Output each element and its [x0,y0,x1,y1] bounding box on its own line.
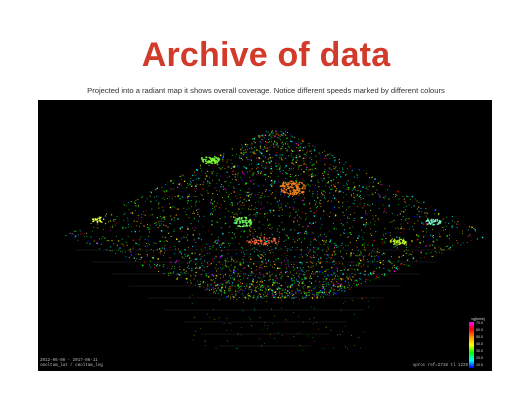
legend-ticks: 70.0 60.0 50.0 40.0 30.0 20.0 10.0 [476,321,489,369]
date-range-label: 2012-06-08 - 2017-06-11 [40,359,98,363]
meteor-radiants [65,130,484,351]
legend-tick: 30.0 [476,349,483,353]
legend-colorbar [469,322,474,368]
legend-tick: 50.0 [476,335,483,339]
station-label: cmoltam_lat / cmoltam_lng [40,364,103,368]
radiant-clusters [91,155,442,246]
projection-grid [75,249,455,347]
legend-tick: 70.0 [476,321,483,325]
legend-tick: 20.0 [476,356,483,360]
slide-title: Archive of data [141,36,391,74]
radiant-map-plot [65,130,484,351]
radiant-map: 2012-06-08 - 2017-06-11 cmoltam_lat / cm… [38,100,492,371]
slide-subtitle: Projected into a radiant map it shows ov… [87,86,445,95]
software-label: uproc ref=2718 tl 1229 [412,364,468,368]
legend-title: vg[km/s] [471,317,485,321]
speed-legend: vg[km/s] 70.0 60.0 50.0 40.0 30.0 20.0 1… [467,317,489,369]
legend-tick: 10.0 [476,363,483,367]
legend-tick: 60.0 [476,328,483,332]
legend-tick: 40.0 [476,342,483,346]
